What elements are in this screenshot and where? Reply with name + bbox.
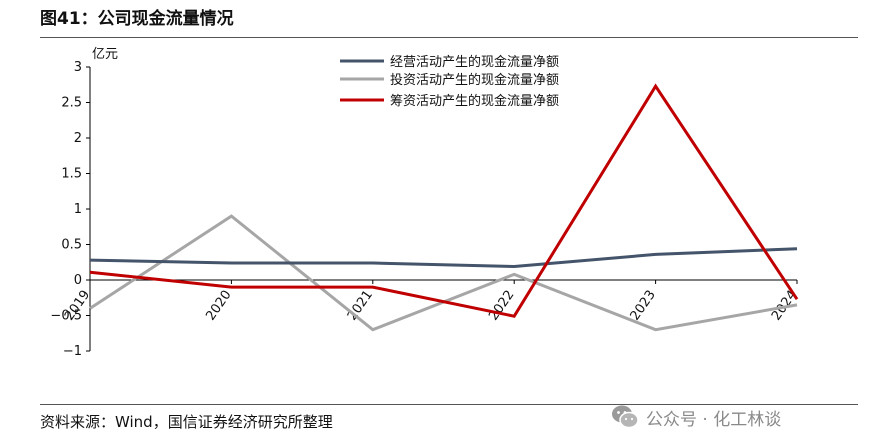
x-tick-label: 2023 [628,288,659,324]
legend-label-2: 筹资活动产生的现金流量净额 [390,93,559,109]
legend-label-0: 经营活动产生的现金流量净额 [390,54,559,70]
wechat-icon [612,405,639,429]
y-tick-label: 2.5 [61,96,82,111]
y-tick-label: 0.5 [61,238,82,253]
y-tick-label: 0 [74,273,82,288]
y-tick-label: 1.5 [61,167,82,182]
legend-label-1: 投资活动产生的现金流量净额 [390,72,559,88]
series-line-1 [89,214,798,332]
x-tick-label: 2022 [486,288,517,324]
series-line-2 [89,83,799,318]
source-note: 资料来源：Wind，国信证券经济研究所整理 [40,413,333,431]
watermark-text: 公众号 · 化工林谈 [646,409,782,430]
y-tick-label: 3 [74,60,82,75]
chart-series [89,83,799,332]
y-tick-label: −1 [63,344,82,359]
footer-divider [40,404,858,405]
y-tick-label: 2 [74,131,82,146]
y-tick-label: −0.5 [50,309,82,324]
watermark: 公众号 · 化工林谈 [610,399,781,435]
y-axis-unit-label: 亿元 [92,47,118,62]
series-line-0 [89,247,798,269]
x-tick-label: 2019 [62,288,93,324]
y-tick-label: 1 [74,202,82,217]
x-tick-label: 2020 [203,288,234,324]
title-divider [40,37,858,38]
page-title: 图41：公司现金流量情况 [40,9,234,29]
